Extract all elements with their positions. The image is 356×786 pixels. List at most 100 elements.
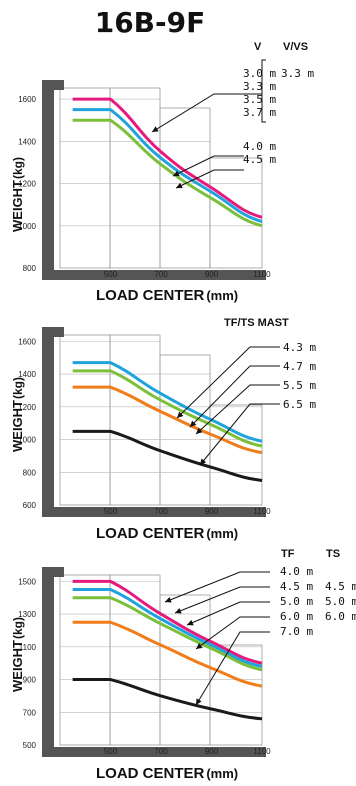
- leader-line: [189, 365, 280, 428]
- x-axis-unit: (mm): [206, 526, 238, 541]
- y-tick-label: 1600: [18, 95, 36, 104]
- leader-arrow: [172, 155, 244, 177]
- leader-line: [186, 601, 270, 626]
- legend-header: V/VS: [283, 41, 308, 53]
- x-tick-label: 500: [104, 507, 118, 516]
- x-tick-label: 900: [205, 747, 219, 756]
- x-tick-label: 700: [154, 270, 168, 279]
- series-line-blue: [72, 108, 263, 223]
- y-tick-label: 1100: [19, 643, 37, 652]
- leader-line: [151, 93, 244, 133]
- y-axis-label: WEIGHT(kg): [10, 377, 25, 452]
- grid-band: [59, 574, 111, 746]
- legend-entry: 3.3 m: [243, 80, 276, 93]
- leader-arrow: [151, 93, 244, 133]
- x-tick-label: 500: [104, 270, 118, 279]
- x-tick-label: 1100: [253, 270, 271, 279]
- series-line-orange: [72, 620, 263, 688]
- legend-header: V: [254, 41, 262, 53]
- legend-entry: 6.0 m: [280, 610, 313, 623]
- leader-arrow: [186, 601, 270, 626]
- grid-band: [59, 334, 111, 506]
- legend-entry: 7.0 m: [280, 625, 313, 638]
- series-line-black: [72, 678, 263, 721]
- chart-3: 500 700 900 1100 1300 1500 500 700 900 1100 LOAD C…: [10, 548, 356, 782]
- legend-entry: 4.3 m: [283, 341, 316, 354]
- legend-entry: 4.5 m: [280, 580, 313, 593]
- x-tick-label: 700: [154, 507, 168, 516]
- legend-entry: 5.5 m: [283, 379, 316, 392]
- y-tick-label: 700: [23, 708, 37, 717]
- legend-entry: 4.0 m: [280, 565, 313, 578]
- y-tick-label: 1200: [18, 403, 36, 412]
- arrow-head-icon: [196, 698, 202, 705]
- legend-entry: 4.5 m: [243, 153, 276, 166]
- legend-header: TF: [281, 548, 295, 560]
- chart-2: 600 800 1000 1200 1400 1600 500 700 900 1100 LOAD …: [10, 317, 316, 542]
- x-axis-label: LOAD CENTER (mm): [96, 525, 238, 542]
- y-tick-label: 1400: [18, 370, 36, 379]
- leader-line: [172, 155, 244, 177]
- x-axis-unit: (mm): [206, 766, 238, 781]
- y-axis-unit: (kg): [11, 377, 25, 399]
- leader-line: [174, 586, 270, 614]
- grid-band: [209, 157, 263, 269]
- leader-arrow: [195, 631, 270, 706]
- arrow-head-icon: [196, 427, 203, 434]
- y-axis-label: WEIGHT(kg): [10, 157, 25, 232]
- arrow-head-icon: [175, 607, 182, 614]
- chart-frame: [42, 567, 266, 757]
- y-axis-unit: (kg): [11, 617, 25, 639]
- series-line-blue: [72, 588, 263, 668]
- y-tick-label: 900: [23, 676, 37, 685]
- chart-1: 800 1000 1200 1400 1600 500 700 900 1100 LOAD CEN…: [10, 41, 314, 304]
- leader-arrow: [199, 403, 280, 466]
- legend-entry: 4.7 m: [283, 360, 316, 373]
- arrow-head-icon: [200, 458, 207, 465]
- y-tick-label: 1200: [18, 180, 36, 189]
- legend-entry: 4.0 m: [243, 140, 276, 153]
- x-tick-label: 1100: [253, 507, 271, 516]
- y-tick-label: 800: [23, 264, 37, 273]
- y-tick-label: 1400: [18, 137, 36, 146]
- y-tick-label: 1000: [18, 436, 36, 445]
- x-axis-unit: (mm): [206, 288, 238, 303]
- legend-entry: 3.0 m: [243, 67, 276, 80]
- x-axis-label: LOAD CENTER (mm): [96, 765, 238, 782]
- y-tick-label: 1300: [18, 610, 36, 619]
- leader-arrow: [195, 384, 280, 435]
- chart-frame: [42, 327, 266, 517]
- leader-line: [195, 631, 270, 706]
- x-tick-label: 1100: [253, 747, 271, 756]
- leader-line: [195, 384, 280, 435]
- legend-header: TF/TS MAST: [224, 317, 289, 329]
- y-tick-label: 1500: [18, 577, 36, 586]
- chart-grid: [59, 87, 263, 269]
- arrow-head-icon: [152, 126, 159, 132]
- x-tick-label: 900: [205, 507, 219, 516]
- chart-grid: [59, 334, 263, 506]
- arrow-head-icon: [176, 182, 183, 189]
- leader-arrow: [195, 616, 270, 650]
- leader-arrow: [189, 365, 280, 428]
- legend-entry: 6.5 m: [283, 398, 316, 411]
- legend-entry: 4.5 m: [325, 580, 356, 593]
- legend-entry: 6.0 m: [325, 610, 356, 623]
- y-tick-label: 600: [23, 501, 37, 510]
- grid-band: [109, 334, 161, 506]
- legend-entry: 5.0 m: [325, 595, 356, 608]
- leader-arrow: [164, 571, 270, 603]
- y-axis-unit: (kg): [11, 157, 25, 179]
- series-line-blue: [72, 361, 263, 443]
- series-line-black: [72, 429, 263, 482]
- legend-entry: 5.0 m: [280, 595, 313, 608]
- y-tick-label: 1000: [18, 222, 36, 231]
- grid-band: [209, 644, 263, 746]
- leader-line: [176, 346, 280, 419]
- y-tick-label: 500: [23, 741, 37, 750]
- x-tick-label: 500: [104, 747, 118, 756]
- page-title: 16B-9F: [94, 6, 206, 39]
- arrow-head-icon: [173, 170, 180, 177]
- leader-line: [195, 616, 270, 650]
